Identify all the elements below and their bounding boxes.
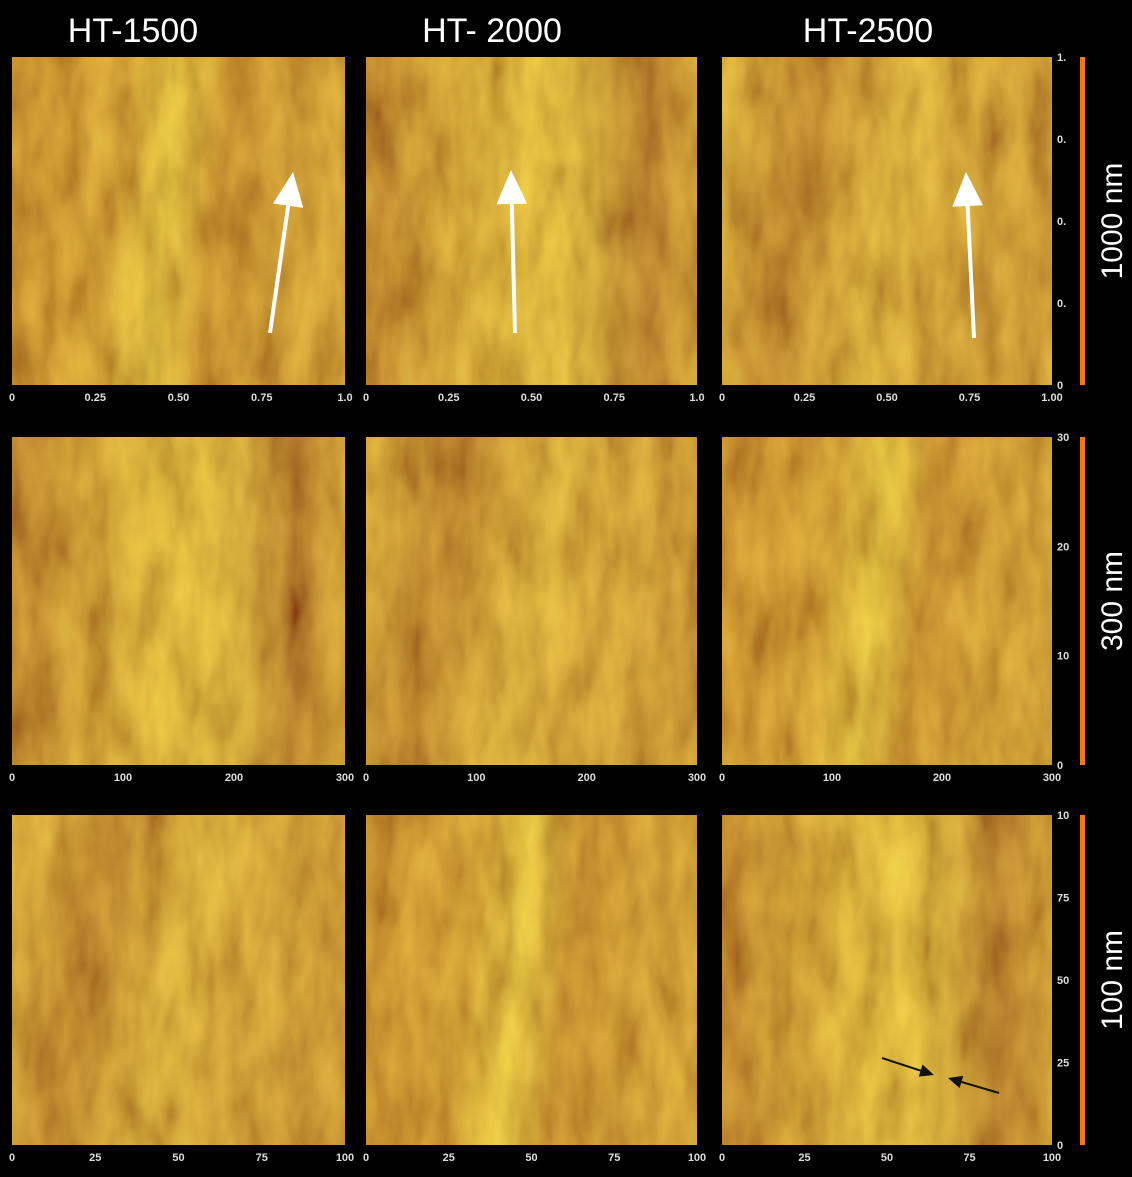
scale-bar: [1080, 437, 1085, 765]
x-tick-label: 100: [823, 772, 841, 784]
x-tick-label: 75: [608, 1152, 620, 1164]
y-tick-label: 10: [1057, 810, 1069, 822]
x-tick-label: 50: [881, 1152, 893, 1164]
column-title: HT- 2000: [422, 12, 562, 50]
x-tick-label: 0.25: [85, 392, 106, 404]
afm-texture: [366, 437, 697, 765]
x-tick-label: 0: [9, 392, 15, 404]
y-tick-label: 1.: [1057, 52, 1066, 64]
x-tick-label: 100: [336, 1152, 354, 1164]
x-tick-label: 0.25: [438, 392, 459, 404]
x-tick-label: 50: [172, 1152, 184, 1164]
x-tick-label: 0.50: [521, 392, 542, 404]
y-tick-label: 0: [1057, 380, 1063, 392]
y-tick-label: 75: [1057, 893, 1069, 905]
y-tick-label: 0.: [1057, 216, 1066, 228]
x-tick-label: 200: [933, 772, 951, 784]
x-tick-label: 75: [963, 1152, 975, 1164]
afm-texture: [12, 815, 345, 1145]
x-tick-label: 300: [1043, 772, 1061, 784]
x-tick-label: 0: [363, 392, 369, 404]
column-title: HT-2500: [803, 12, 933, 50]
x-tick-label: 25: [798, 1152, 810, 1164]
scale-bar: [1080, 815, 1085, 1145]
row-label: 100 nm: [1096, 930, 1129, 1030]
afm-texture: [722, 815, 1052, 1145]
x-tick-label: 300: [688, 772, 706, 784]
afm-texture: [366, 815, 697, 1145]
x-tick-label: 0.75: [251, 392, 272, 404]
x-tick-label: 0: [9, 1152, 15, 1164]
scale-bar: [1080, 57, 1085, 385]
x-tick-label: 50: [525, 1152, 537, 1164]
x-tick-label: 0: [719, 392, 725, 404]
y-tick-label: 0: [1057, 760, 1063, 772]
x-tick-label: 0: [9, 772, 15, 784]
x-tick-label: 0.25: [794, 392, 815, 404]
x-tick-label: 0.50: [876, 392, 897, 404]
x-tick-label: 100: [688, 1152, 706, 1164]
afm-texture: [12, 437, 345, 765]
y-tick-label: 0: [1057, 1140, 1063, 1152]
y-tick-label: 10: [1057, 651, 1069, 663]
x-tick-label: 1.0: [337, 392, 352, 404]
row-label: 1000 nm: [1096, 163, 1129, 280]
y-tick-label: 30: [1057, 432, 1069, 444]
x-tick-label: 0: [719, 772, 725, 784]
afm-texture: [366, 57, 697, 385]
afm-texture: [722, 57, 1052, 385]
x-tick-label: 300: [336, 772, 354, 784]
x-tick-label: 0.75: [959, 392, 980, 404]
figure: HT-1500HT- 2000HT-250000.250.500.751.000…: [0, 0, 1132, 1177]
x-tick-label: 1.00: [1041, 392, 1062, 404]
x-tick-label: 0: [363, 1152, 369, 1164]
row-label: 300 nm: [1096, 551, 1129, 651]
x-tick-label: 75: [256, 1152, 268, 1164]
x-tick-label: 200: [577, 772, 595, 784]
y-tick-label: 25: [1057, 1058, 1069, 1070]
x-tick-label: 200: [225, 772, 243, 784]
x-tick-label: 0.50: [168, 392, 189, 404]
x-tick-label: 25: [443, 1152, 455, 1164]
y-tick-label: 20: [1057, 541, 1069, 553]
x-tick-label: 100: [114, 772, 132, 784]
x-tick-label: 0: [719, 1152, 725, 1164]
y-tick-label: 50: [1057, 975, 1069, 987]
x-tick-label: 100: [1043, 1152, 1061, 1164]
x-tick-label: 0: [363, 772, 369, 784]
afm-texture: [12, 57, 345, 385]
x-tick-label: 100: [467, 772, 485, 784]
afm-texture: [722, 437, 1052, 765]
x-tick-label: 1.0: [689, 392, 704, 404]
x-tick-label: 0.75: [604, 392, 625, 404]
x-tick-label: 25: [89, 1152, 101, 1164]
column-title: HT-1500: [68, 12, 198, 50]
y-tick-label: 0.: [1057, 134, 1066, 146]
y-tick-label: 0.: [1057, 298, 1066, 310]
